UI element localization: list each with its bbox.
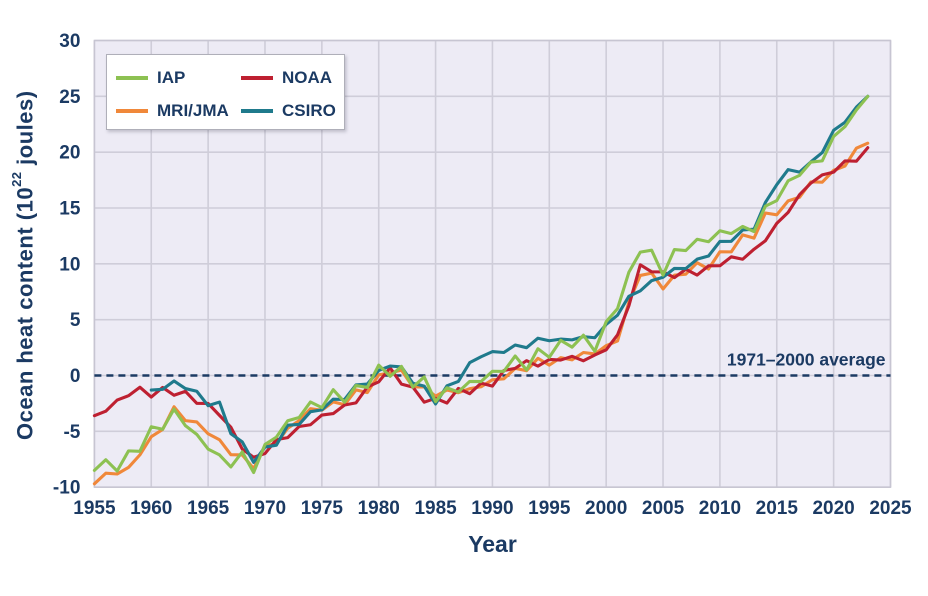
svg-text:1985: 1985 <box>414 498 457 519</box>
svg-text:2000: 2000 <box>585 498 627 519</box>
svg-text:20: 20 <box>59 143 80 164</box>
svg-text:15: 15 <box>59 199 81 220</box>
svg-text:1980: 1980 <box>358 498 400 519</box>
svg-text:-10: -10 <box>53 478 80 499</box>
svg-text:1965: 1965 <box>187 498 230 519</box>
svg-text:2025: 2025 <box>869 498 912 519</box>
svg-text:2015: 2015 <box>756 498 799 519</box>
svg-text:1995: 1995 <box>528 498 571 519</box>
svg-text:2020: 2020 <box>812 498 854 519</box>
svg-text:1975: 1975 <box>301 498 344 519</box>
svg-text:30: 30 <box>59 31 80 52</box>
svg-text:1990: 1990 <box>471 498 513 519</box>
svg-text:1955: 1955 <box>73 498 116 519</box>
svg-text:5: 5 <box>70 310 81 331</box>
svg-text:1970: 1970 <box>244 498 286 519</box>
svg-text:25: 25 <box>59 87 81 108</box>
svg-text:1971–2000 average: 1971–2000 average <box>727 350 886 370</box>
svg-text:0: 0 <box>70 366 81 387</box>
svg-text:-5: -5 <box>63 422 80 443</box>
svg-text:1960: 1960 <box>130 498 172 519</box>
svg-text:2010: 2010 <box>699 498 741 519</box>
svg-text:2005: 2005 <box>642 498 685 519</box>
svg-text:10: 10 <box>59 254 80 275</box>
